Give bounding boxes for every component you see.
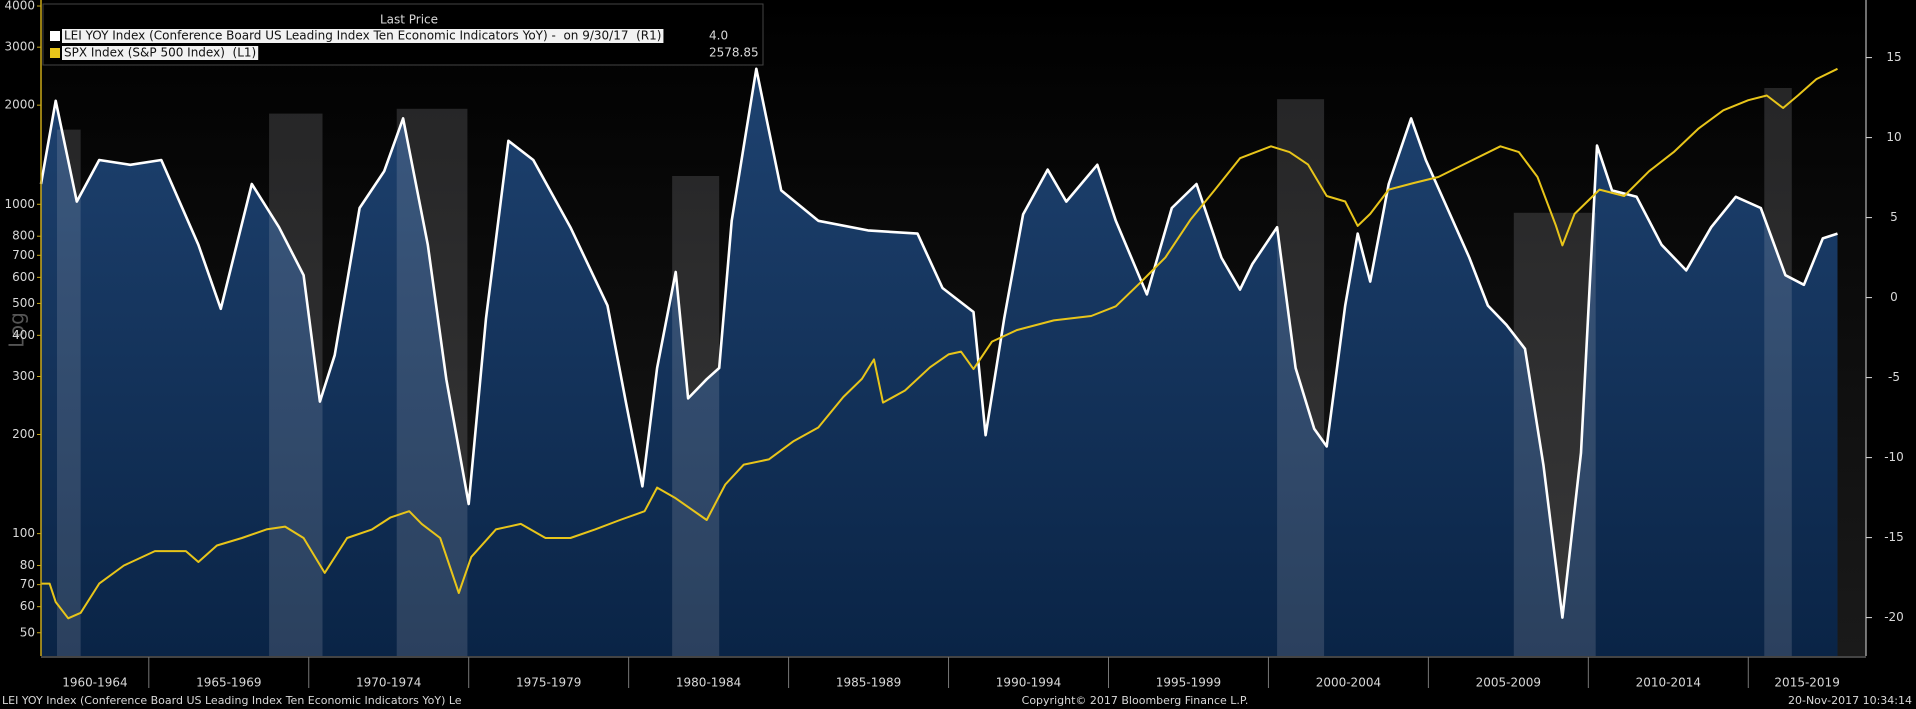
legend-label: LEI YOY Index (Conference Board US Leadi… [64,29,661,43]
y-tick-label: 300 [12,369,35,383]
legend-header: Last Price [380,13,438,27]
x-tick-label: 1965-1969 [196,676,261,690]
legend-label-bg [62,29,664,43]
x-tick-label: 1980-1984 [676,676,741,690]
y-tick-label: 4000 [4,0,35,13]
shaded-period [1513,212,1596,657]
series-line [39,67,1838,619]
y-tick-label: 80 [20,558,35,572]
footer-left: LEI YOY Index (Conference Board US Leadi… [2,694,462,707]
y-tick-label: 3000 [4,40,35,54]
legend-label-bg [62,46,259,60]
area-layer [41,68,1838,657]
x-tick-label: 1970-1974 [356,676,421,690]
x-tick-label: 2000-2004 [1316,676,1381,690]
y2-tick-label: -5 [1888,370,1900,384]
legend-value: 2578.85 [709,46,759,60]
y2-tick-label: 10 [1886,130,1901,144]
y-tick-label: 200 [12,427,35,441]
series-area [41,68,1838,657]
footer-right: 20-Nov-2017 10:34:14 [1788,694,1912,707]
x-axis-band [0,657,1916,709]
y-tick-label: 100 [12,526,35,540]
shaded-period [1277,99,1325,656]
x-tick-label: 2015-2019 [1774,676,1839,690]
y2-tick-label: 0 [1890,290,1898,304]
y-tick-label: 2000 [4,98,35,112]
x-tick-label: 2010-2014 [1636,676,1701,690]
legend-swatch [50,48,60,58]
shaded-period [672,176,720,656]
series-line [41,67,1838,620]
x-tick-label: 1995-1999 [1156,676,1221,690]
shaded-period [1764,88,1792,656]
y2-tick-label: -10 [1884,450,1904,464]
x-tick-label: 1975-1979 [516,676,581,690]
y-tick-label: 60 [20,599,35,613]
line-layer [39,67,1838,620]
y2-tick-label: 5 [1890,210,1898,224]
x-tick-label: 1985-1989 [836,676,901,690]
y-tick-label: 700 [12,248,35,262]
legend-swatch [50,31,60,41]
legend: Last Price LEI YOY Index (Conference Boa… [42,3,764,66]
y-tick-label: 70 [20,577,35,591]
y-tick-label: 1000 [4,197,35,211]
y-tick-label: 50 [20,625,35,639]
shade-layer [56,88,1792,657]
footer-center: Copyright© 2017 Bloomberg Finance L.P. [1022,694,1249,707]
y-axis-label: Log [5,312,29,348]
x-tick-label: 2005-2009 [1476,676,1541,690]
y-tick-label: 800 [12,229,35,243]
y2-tick-label: -20 [1884,610,1904,624]
y-tick-label: 400 [12,328,35,342]
y-tick-label: 600 [12,270,35,284]
legend-value: 4.0 [709,29,728,43]
y-tick-label: 500 [12,296,35,310]
x-tick-label: 1990-1994 [996,676,1061,690]
legend-label: SPX Index (S&P 500 Index) (L1) [64,46,256,60]
y2-tick-label: -15 [1884,530,1904,544]
x-tick-label: 1960-1964 [62,676,127,690]
shaded-period [269,113,323,657]
shaded-period [396,108,468,657]
y2-tick-label: 15 [1886,50,1901,64]
shaded-period [56,129,81,657]
